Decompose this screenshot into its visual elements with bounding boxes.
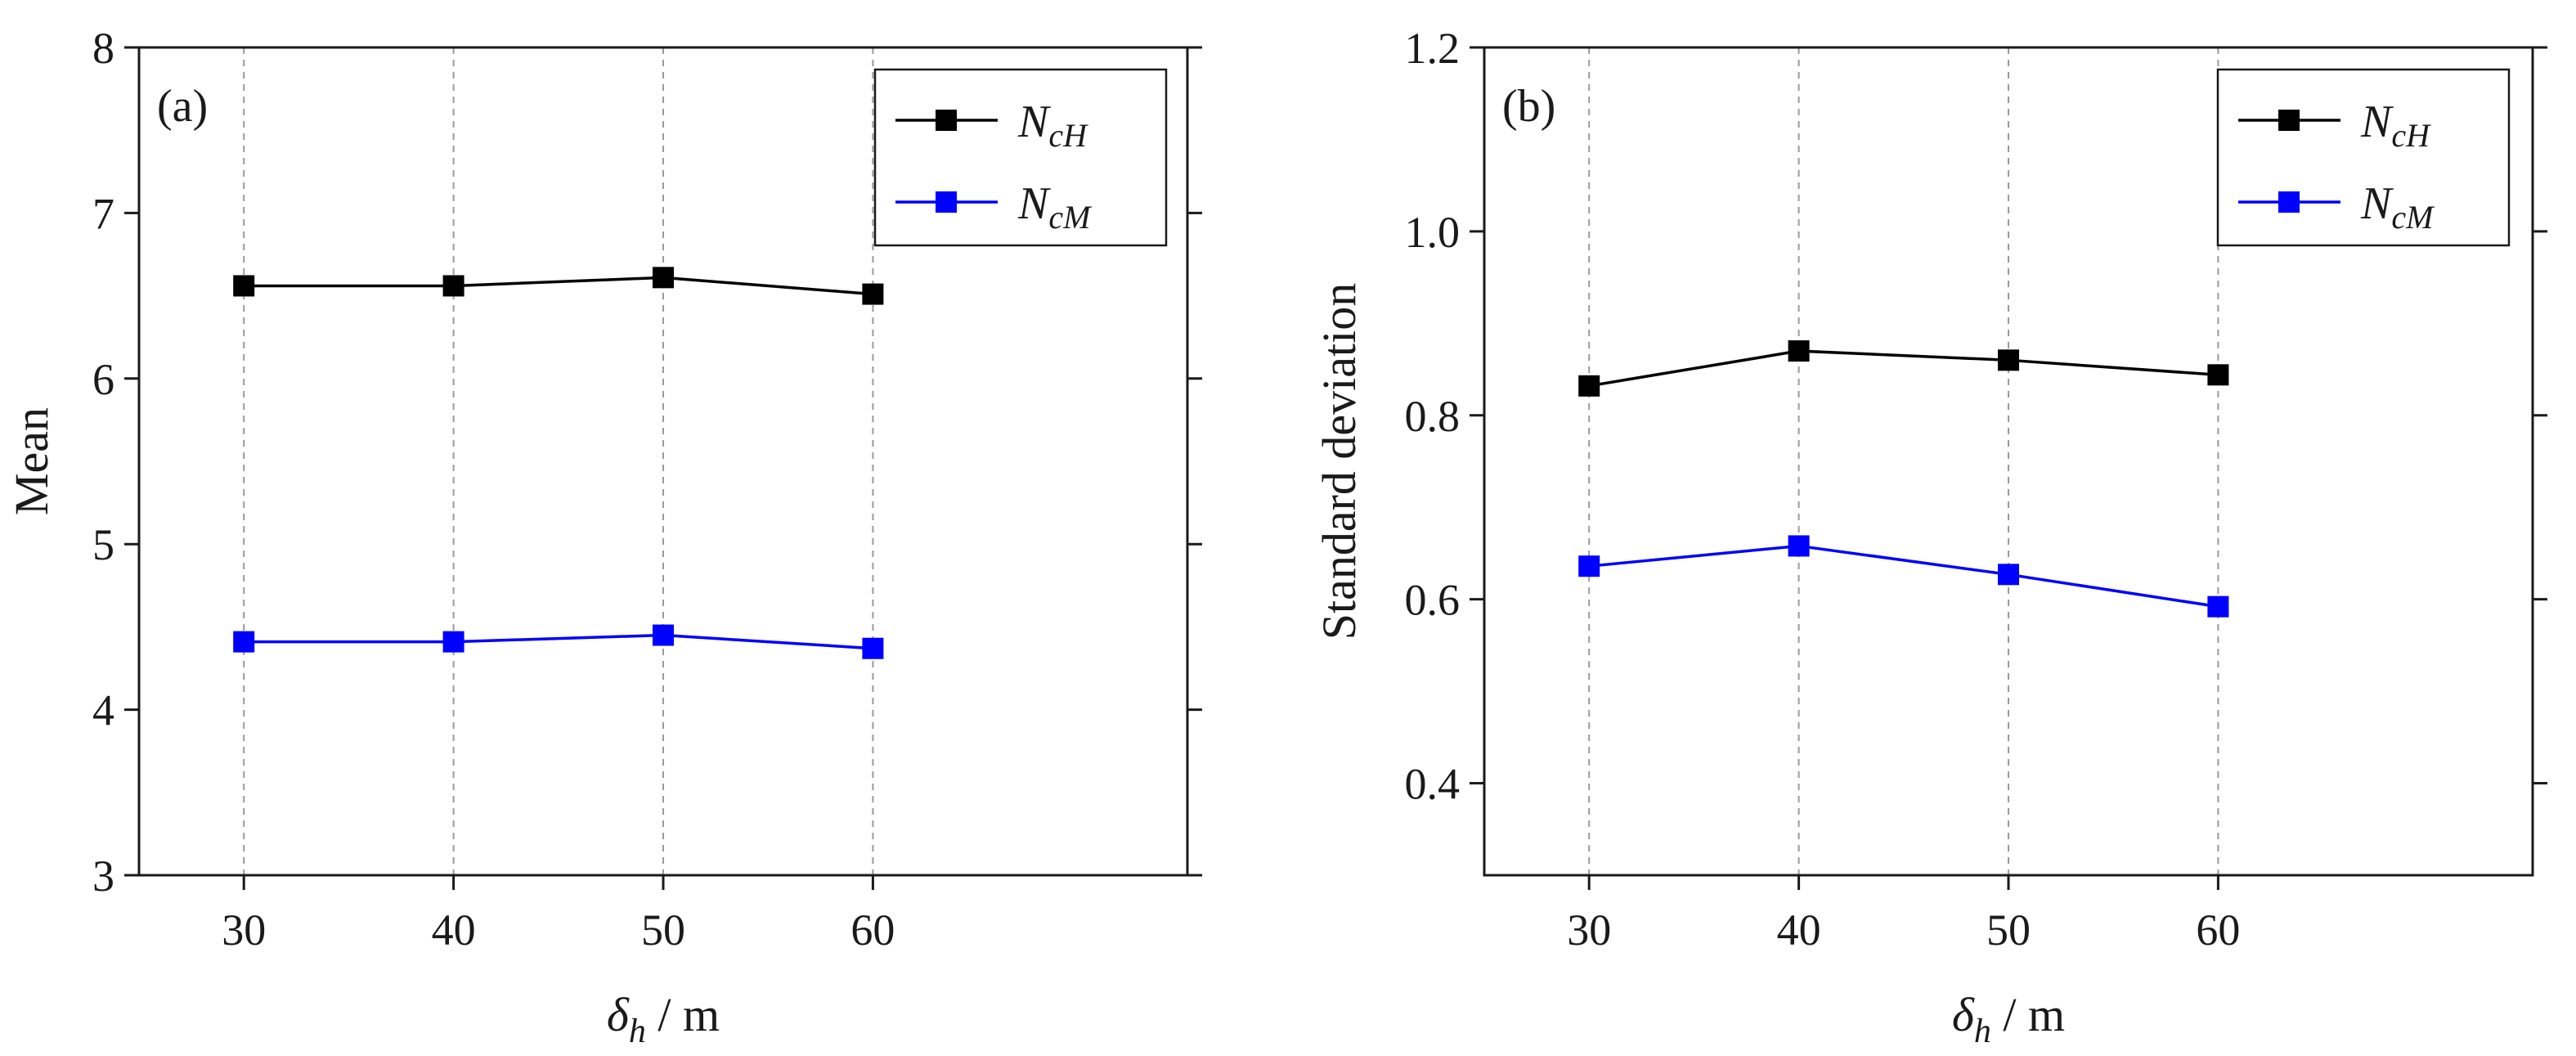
legend-label: NcH (2360, 97, 2431, 154)
legend-symbol: N (1017, 97, 1051, 147)
series-line-NcH (1588, 349, 2219, 388)
data-point (233, 275, 255, 297)
x-tick-label: 40 (1777, 905, 1821, 955)
data-point (862, 637, 884, 659)
legend-subscript: cH (2391, 117, 2431, 154)
data-point (1998, 349, 2019, 371)
y-tick-label: 4 (92, 686, 114, 735)
data-point (862, 283, 884, 305)
x-axis-subscript: h (629, 1013, 646, 1050)
x-tick-label: 40 (432, 905, 476, 955)
series-line-NcM (244, 633, 873, 650)
x-axis-subscript: h (1974, 1013, 1991, 1050)
y-tick-label: 0.8 (1405, 392, 1461, 441)
data-point (233, 631, 255, 653)
chart-panel-b: 30 40 50 60 0.4 0.6 0.8 1.0 1.2 (b) Standard devia… (1313, 24, 2547, 1050)
x-tick-label: 60 (850, 905, 895, 955)
x-tick-label: 50 (1986, 905, 2031, 955)
x-axis-title: δh / m (1952, 988, 2065, 1050)
y-axis-title: Mean (5, 407, 58, 515)
legend-symbol: N (2360, 97, 2394, 147)
panel-label: (a) (157, 81, 208, 132)
data-point (1788, 340, 1810, 362)
panel-label: (b) (1502, 81, 1555, 132)
series-line-NcM (1589, 544, 2219, 609)
legend-symbol: N (2360, 178, 2394, 229)
legend-label: NcH (1017, 97, 1088, 154)
legend-label: NcM (2360, 178, 2435, 236)
y-tick-label: 7 (92, 189, 114, 238)
data-point (1578, 555, 1600, 577)
data-point (442, 631, 464, 653)
y-tick-label: 0.4 (1405, 760, 1461, 809)
legend-marker (936, 110, 957, 131)
y-tick-label: 0.6 (1405, 576, 1461, 625)
y-tick-label: 8 (92, 24, 114, 73)
legend-marker (936, 191, 957, 213)
data-point (653, 267, 674, 289)
x-axis-unit: / m (1991, 988, 2065, 1041)
x-axis-title: δh / m (607, 988, 720, 1050)
legend-symbol: N (1017, 178, 1051, 229)
x-axis-symbol: δ (607, 988, 630, 1041)
legend-label: NcM (1017, 178, 1093, 236)
data-point (653, 624, 674, 646)
x-axis-symbol: δ (1952, 988, 1975, 1041)
legend-marker (2278, 191, 2300, 213)
legend-subscript: cM (1048, 199, 1093, 236)
y-tick-label: 3 (92, 852, 114, 901)
data-point (1788, 535, 1810, 557)
y-tick-label: 5 (92, 520, 114, 569)
legend-subscript: cH (1048, 117, 1088, 154)
legend-box (873, 68, 1168, 247)
x-tick-label: 60 (2196, 905, 2240, 955)
y-tick-label: 1.2 (1405, 24, 1461, 73)
data-point (1998, 564, 2019, 586)
legend-marker (2278, 110, 2300, 131)
legend-subscript: cM (2391, 199, 2435, 236)
y-axis-title: Standard deviation (1313, 283, 1366, 640)
data-point (442, 275, 464, 297)
data-point (2207, 364, 2229, 386)
legend-box (2216, 68, 2511, 247)
y-tick-label: 1.0 (1405, 208, 1461, 257)
x-axis-unit: / m (646, 988, 720, 1041)
data-point (1578, 375, 1600, 397)
x-tick-label: 30 (222, 905, 266, 955)
x-tick-label: 30 (1567, 905, 1611, 955)
data-point (2207, 595, 2229, 618)
series-line-NcH (244, 276, 873, 296)
x-tick-label: 50 (641, 905, 685, 955)
y-tick-label: 6 (92, 355, 114, 404)
